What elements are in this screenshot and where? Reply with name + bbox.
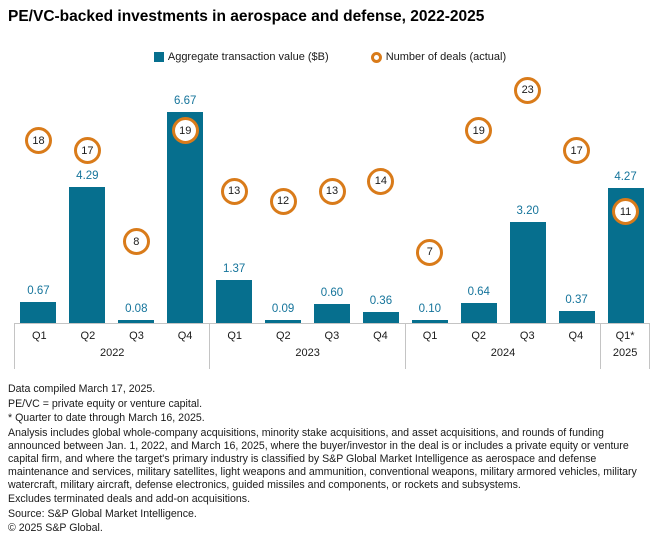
bar-q4-2023 bbox=[362, 311, 399, 323]
bar-q3-2023 bbox=[314, 304, 350, 323]
axis-tick-label: Q4 bbox=[177, 330, 193, 342]
axis-group-2023: Q1 Q2 Q3 Q4 2023 bbox=[209, 324, 404, 369]
axis-tick-label: Q4 bbox=[373, 330, 388, 342]
deals-circle-q1-2022: 18 bbox=[24, 127, 52, 155]
bar-q2-2022 bbox=[69, 187, 106, 323]
bar-value-label: 0.37 bbox=[565, 294, 588, 307]
footnote-line: Excludes terminated deals and add-on acq… bbox=[8, 493, 251, 505]
bar-value-label: 4.27 bbox=[614, 170, 637, 183]
deals-circle-q3-2023: 13 bbox=[318, 177, 346, 205]
x-axis: Q1 Q2 Q3 Q4 2022 Q1 Q2 Q3 Q4 2023 Q1 Q2 Q3 Q4 2024 Q1* 2… bbox=[14, 323, 650, 369]
bar-q3-2024 bbox=[509, 221, 546, 323]
legend: Aggregate transaction value ($B) Number … bbox=[0, 51, 660, 63]
footnotes: Data compiled March 17, 2025. PE/VC = pri… bbox=[8, 383, 654, 537]
bar-value-label: 0.60 bbox=[320, 287, 344, 300]
bar-q4-2024 bbox=[558, 311, 595, 323]
axis-tick-label: Q2 bbox=[471, 330, 487, 342]
legend-item-deals: Number of deals (actual) bbox=[370, 51, 507, 63]
bar-value-label: 6.67 bbox=[174, 95, 197, 108]
deals-ring-icon bbox=[370, 51, 382, 63]
legend-label-deals: Number of deals (actual) bbox=[385, 51, 507, 63]
bar-value-label: 1.37 bbox=[222, 262, 246, 275]
bar-q1-2022 bbox=[20, 301, 57, 323]
bar-q1-2023 bbox=[216, 279, 253, 323]
bar-value-label: 0.10 bbox=[418, 302, 442, 315]
bar-q4-2022 bbox=[167, 112, 204, 323]
footnote-line: * Quarter to date through March 16, 2025… bbox=[8, 412, 205, 424]
bar-q2-2023 bbox=[265, 320, 302, 323]
axis-year-label: 2023 bbox=[295, 347, 320, 359]
legend-label-bars: Aggregate transaction value ($B) bbox=[167, 51, 329, 63]
bar-value-label: 0.67 bbox=[27, 284, 50, 297]
bar-value-label: 0.36 bbox=[369, 294, 393, 307]
axis-tick-label: Q2 bbox=[275, 330, 291, 342]
bar-q3-2022 bbox=[118, 320, 155, 323]
axis-tick-label: Q1 bbox=[31, 330, 47, 342]
axis-tick-label: Q2 bbox=[80, 330, 96, 342]
deals-circle-q4-2023: 14 bbox=[367, 167, 395, 195]
bar-value-label: 3.20 bbox=[516, 204, 539, 217]
bar-q2-2024 bbox=[460, 302, 497, 323]
footnote-line: Data compiled March 17, 2025. bbox=[8, 383, 156, 395]
axis-group-2025: Q1* 2025 bbox=[600, 324, 649, 369]
bar-swatch-icon bbox=[153, 52, 164, 62]
bar-value-label: 0.08 bbox=[125, 303, 148, 316]
axis-tick-label: Q1 bbox=[422, 330, 438, 342]
chart-title: PE/VC-backed investments in aerospace an… bbox=[8, 8, 485, 25]
axis-group-2022: Q1 Q2 Q3 Q4 2022 bbox=[14, 324, 209, 369]
footnote-line: Source: S&P Global Market Intelligence. bbox=[8, 507, 197, 520]
axis-tick-label: Q1* bbox=[615, 330, 635, 342]
deals-circle-q4-2024: 17 bbox=[563, 137, 591, 165]
deals-circle-q1-2023: 13 bbox=[220, 177, 248, 205]
deals-circle-q1-2024: 7 bbox=[416, 238, 444, 266]
bar-value-label: 4.29 bbox=[76, 170, 99, 183]
axis-tick-label: Q3 bbox=[324, 330, 340, 342]
deals-circle-q3-2022: 8 bbox=[122, 228, 150, 256]
bar-value-label: 0.09 bbox=[271, 303, 295, 316]
footnote-line: PE/VC = private equity or venture capita… bbox=[8, 397, 203, 410]
axis-tick-label: Q1 bbox=[227, 330, 243, 342]
legend-item-bars: Aggregate transaction value ($B) bbox=[153, 51, 329, 63]
deals-circle-q3-2024: 23 bbox=[514, 76, 542, 104]
bar-q1-2024 bbox=[411, 319, 448, 323]
axis-year-label: 2024 bbox=[490, 347, 516, 359]
axis-year-label: 2022 bbox=[99, 347, 125, 359]
axis-tick-label: Q3 bbox=[519, 330, 535, 342]
axis-group-2024: Q1 Q2 Q3 Q4 2024 bbox=[404, 324, 600, 369]
axis-tick-label: Q4 bbox=[568, 330, 584, 342]
bar-value-label: 0.64 bbox=[467, 285, 490, 298]
deals-circle-q2-2022: 17 bbox=[73, 137, 101, 165]
deals-circle-q2-2024: 19 bbox=[465, 117, 493, 145]
deals-circle-q2-2023: 12 bbox=[269, 187, 297, 215]
deals-circle-q1-2025: 11 bbox=[612, 198, 640, 226]
axis-year-label: 2025 bbox=[612, 347, 638, 359]
axis-tick-label: Q3 bbox=[129, 330, 144, 342]
footnote-line: Analysis includes global whole-company a… bbox=[8, 426, 637, 491]
footnote-line: © 2025 S&P Global. bbox=[8, 522, 103, 534]
deals-circle-q4-2022: 19 bbox=[171, 117, 199, 145]
